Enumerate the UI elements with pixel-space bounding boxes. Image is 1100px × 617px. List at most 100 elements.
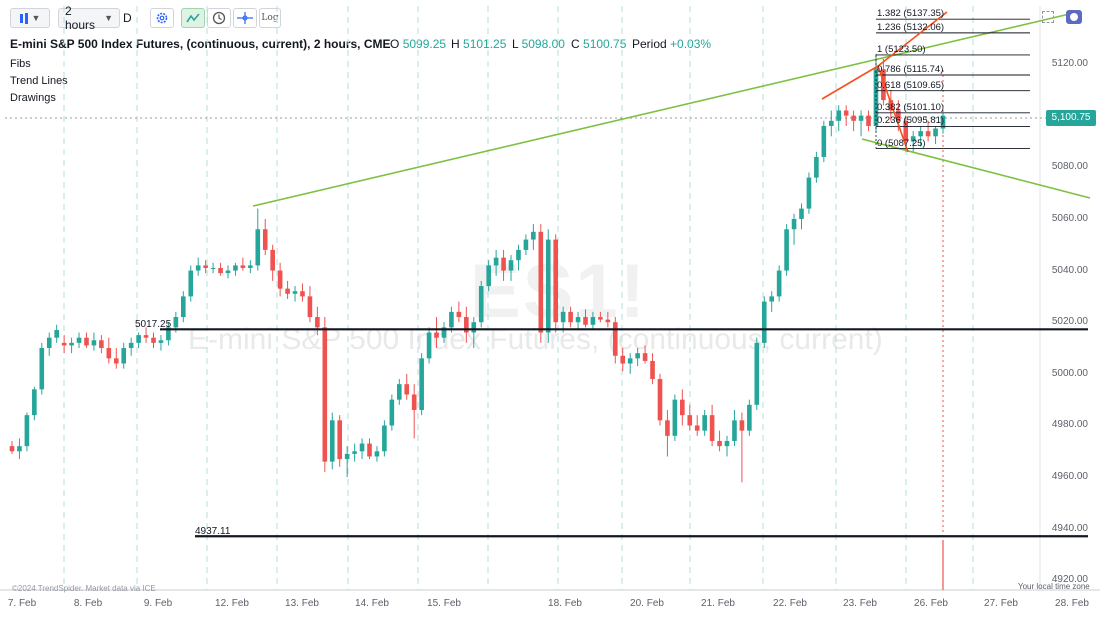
candle-up — [627, 358, 633, 364]
candle-up — [814, 156, 819, 178]
candle-up — [352, 451, 357, 454]
candle-up — [933, 128, 938, 137]
candle-up — [724, 440, 730, 447]
candle-up — [195, 265, 201, 271]
x-axis-tick: 23. Feb — [843, 598, 877, 609]
y-axis-tick: 5120.00 — [1051, 58, 1088, 69]
gear-icon — [156, 12, 168, 24]
candle-up — [575, 317, 581, 323]
candle-down — [411, 394, 417, 410]
chart-title: E-mini S&P 500 Index Futures, (continuou… — [10, 37, 391, 51]
candle-down — [151, 337, 156, 343]
candle-down — [687, 415, 693, 426]
candle-up — [776, 270, 782, 297]
x-axis-tick: 18. Feb — [548, 598, 582, 609]
clock-icon — [212, 11, 226, 25]
candle-up — [836, 110, 842, 121]
legend-drawings[interactable]: Drawings — [10, 92, 56, 104]
y-axis-tick: 5060.00 — [1051, 212, 1088, 224]
legend-trend-lines[interactable]: Trend Lines — [10, 75, 68, 87]
y-axis-tick: 5000.00 — [1051, 367, 1088, 379]
timezone-label[interactable]: Your local time zone — [1018, 582, 1090, 591]
candle-up — [508, 260, 514, 271]
candle-up — [449, 311, 454, 328]
log-icon: Log — [261, 13, 279, 23]
candle-up — [791, 218, 797, 230]
candle-up — [225, 270, 231, 274]
candle-up — [672, 399, 678, 436]
y-axis-tick: 4920.00 — [1051, 574, 1088, 586]
fib-level-label: 1 (5123.50) — [877, 43, 926, 55]
fib-anchor-segment — [821, 65, 879, 100]
candle-down — [642, 353, 648, 361]
fib-level-label: 0 (5087.25) — [877, 137, 926, 149]
candle-down — [106, 348, 112, 359]
candle-up — [396, 384, 402, 400]
candle-up — [39, 348, 45, 390]
x-axis-tick: 9. Feb — [143, 598, 173, 609]
candle-down — [307, 296, 313, 318]
fib-anchor-segment — [877, 11, 948, 67]
candle-up — [173, 317, 179, 328]
x-axis-tick: 22. Feb — [773, 598, 807, 609]
candle-up — [441, 327, 447, 338]
candle-down — [903, 120, 909, 142]
x-axis-tick: 12. Feb — [215, 598, 249, 609]
candle-up — [523, 239, 529, 250]
trend-icon — [186, 13, 200, 23]
candle-up — [382, 425, 387, 452]
legend-fibs[interactable]: Fibs — [10, 58, 31, 70]
candle-down — [270, 249, 275, 271]
candle-up — [136, 335, 141, 343]
fib-level-label: 0.618 (5109.65) — [877, 79, 945, 91]
data-credit: ©2024 TrendSpider. Market data via ICE — [12, 584, 156, 593]
candle-down — [657, 379, 663, 421]
log-button[interactable]: Log — [259, 8, 281, 28]
candle-down — [717, 440, 722, 447]
candle-down — [598, 317, 603, 320]
candle-up — [180, 296, 186, 318]
candle-up — [940, 115, 946, 129]
candle-up — [545, 239, 551, 333]
chart-type-button[interactable]: ▼ — [10, 8, 50, 28]
interval-select[interactable]: 2 hours ▼ — [58, 4, 120, 32]
candle-up — [210, 267, 216, 269]
expand-icon[interactable] — [1042, 11, 1054, 23]
candle-up — [389, 399, 395, 426]
candle-up — [918, 131, 923, 137]
candle-up — [359, 443, 365, 452]
clock-button[interactable] — [207, 8, 231, 28]
candle-down — [367, 443, 372, 457]
candle-up — [747, 404, 752, 431]
candle-up — [821, 125, 827, 157]
y-axis-tick: 5080.00 — [1051, 161, 1088, 173]
fib-level-label: 0.786 (5115.74) — [877, 63, 944, 75]
candle-up — [248, 265, 253, 268]
trend-button[interactable] — [181, 8, 205, 28]
candle-up — [486, 265, 491, 287]
candles-icon — [19, 12, 28, 24]
x-axis-tick: 28. Feb — [1055, 598, 1089, 609]
toolbar: ▼ 2 hours ▼ D Log — [0, 0, 1100, 34]
candle-up — [806, 177, 812, 209]
candle-up — [344, 453, 350, 460]
crosshair-button[interactable] — [233, 8, 257, 28]
candle-up — [128, 342, 134, 349]
candle-up — [419, 358, 424, 410]
candle-up — [769, 296, 775, 302]
candle-up — [761, 301, 767, 343]
candle-down — [337, 420, 343, 460]
candle-down — [240, 265, 246, 268]
candle-up — [166, 327, 171, 341]
candle-up — [702, 415, 707, 431]
candle-down — [665, 420, 670, 436]
settings-button[interactable] — [150, 8, 174, 28]
candle-down — [925, 131, 931, 137]
chevron-down-icon: ▼ — [104, 13, 113, 23]
candle-up — [858, 115, 864, 121]
candle-up — [54, 329, 59, 338]
corner-controls — [1040, 10, 1084, 26]
period-letter[interactable]: D — [123, 11, 132, 25]
candle-down — [262, 229, 268, 250]
